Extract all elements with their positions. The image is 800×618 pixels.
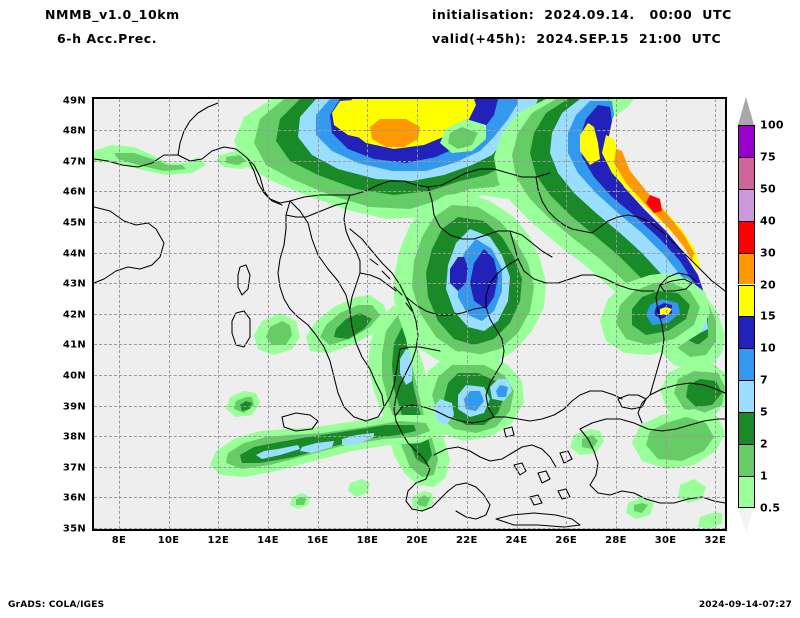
x-tick-label: 16E bbox=[306, 535, 329, 546]
y-tick-label: 49N bbox=[62, 95, 86, 107]
x-tick-label: 28E bbox=[605, 535, 627, 546]
colorbar-band[interactable] bbox=[738, 316, 755, 349]
colorbar-tick-label: 15 bbox=[760, 309, 776, 323]
colorbar-tick-label: 20 bbox=[760, 278, 776, 291]
x-tick-label: 20E bbox=[406, 535, 428, 546]
y-tick-label: 41N bbox=[62, 339, 86, 351]
y-tick-label: 38N bbox=[62, 431, 86, 443]
y-tick-label: 42N bbox=[62, 309, 86, 321]
colorbar-tick-label: 40 bbox=[760, 214, 776, 228]
colorbar-band[interactable] bbox=[738, 220, 755, 253]
colorbar-band[interactable] bbox=[738, 412, 755, 444]
colorbar-tick-label: 0.5 bbox=[760, 501, 781, 515]
x-tick-label: 24E bbox=[505, 535, 528, 546]
colorbar[interactable] bbox=[738, 125, 755, 508]
x-tick-label: 14E bbox=[257, 535, 279, 546]
colorbar-band[interactable] bbox=[738, 444, 755, 476]
colorbar-band[interactable] bbox=[738, 380, 755, 413]
colorbar-band[interactable] bbox=[738, 475, 755, 508]
field-title: 6-h Acc.Prec. bbox=[57, 31, 158, 46]
colorbar-band[interactable] bbox=[738, 188, 755, 221]
y-tick-label: 39N bbox=[62, 401, 86, 413]
x-tick-label: 10E bbox=[157, 535, 180, 546]
map-canvas bbox=[94, 99, 725, 529]
y-tick-label: 36N bbox=[62, 492, 86, 504]
x-tick-label: 8E bbox=[111, 535, 127, 546]
colorbar-tick-label: 100 bbox=[760, 118, 784, 132]
x-tick-label: 32E bbox=[704, 535, 727, 546]
colorbar-tick-label: 5 bbox=[760, 405, 768, 419]
colorbar-band[interactable] bbox=[738, 284, 755, 317]
x-tick-label: 26E bbox=[555, 535, 578, 546]
colorbar-tick-label: 10 bbox=[760, 341, 776, 355]
x-tick-label: 18E bbox=[356, 535, 379, 546]
footer-timestamp: 2024-09-14-07:27 bbox=[698, 600, 792, 610]
colorbar-tick-label: 30 bbox=[760, 246, 776, 260]
colorbar-band[interactable] bbox=[738, 348, 755, 381]
colorbar-tick-label: 2 bbox=[760, 437, 768, 451]
y-tick-label: 43N bbox=[62, 278, 86, 290]
map-plot-area[interactable] bbox=[92, 97, 727, 531]
y-tick-label: 46N bbox=[62, 186, 86, 198]
model-title: NMMB_v1.0_10km bbox=[45, 7, 180, 22]
colorbar-tick-label: 7 bbox=[760, 373, 768, 387]
colorbar-band[interactable] bbox=[738, 252, 755, 285]
y-tick-label: 44N bbox=[62, 248, 86, 260]
y-tick-label: 37N bbox=[62, 462, 86, 474]
footer-credit: GrADS: COLA/IGES bbox=[8, 600, 105, 610]
precipitation-field bbox=[94, 99, 725, 529]
initialisation-time: initialisation: 2024.09.14. 00:00 UTC bbox=[432, 7, 732, 22]
x-tick-label: 30E bbox=[654, 535, 677, 546]
colorbar-overflow-arrow bbox=[738, 97, 754, 125]
y-tick-label: 35N bbox=[62, 523, 86, 535]
colorbar-band[interactable] bbox=[738, 156, 755, 189]
y-tick-label: 40N bbox=[62, 370, 86, 382]
x-tick-label: 22E bbox=[455, 535, 478, 546]
colorbar-band[interactable] bbox=[738, 125, 755, 157]
colorbar-underflow-arrow bbox=[738, 508, 754, 532]
y-tick-label: 47N bbox=[62, 156, 86, 168]
colorbar-tick-label: 75 bbox=[760, 150, 776, 164]
colorbar-tick-label: 1 bbox=[760, 469, 768, 483]
colorbar-tick-label: 50 bbox=[760, 182, 776, 196]
valid-time: valid(+45h): 2024.SEP.15 21:00 UTC bbox=[432, 31, 722, 46]
y-tick-label: 48N bbox=[62, 125, 86, 137]
y-tick-label: 45N bbox=[62, 217, 86, 229]
x-tick-label: 12E bbox=[207, 535, 230, 546]
